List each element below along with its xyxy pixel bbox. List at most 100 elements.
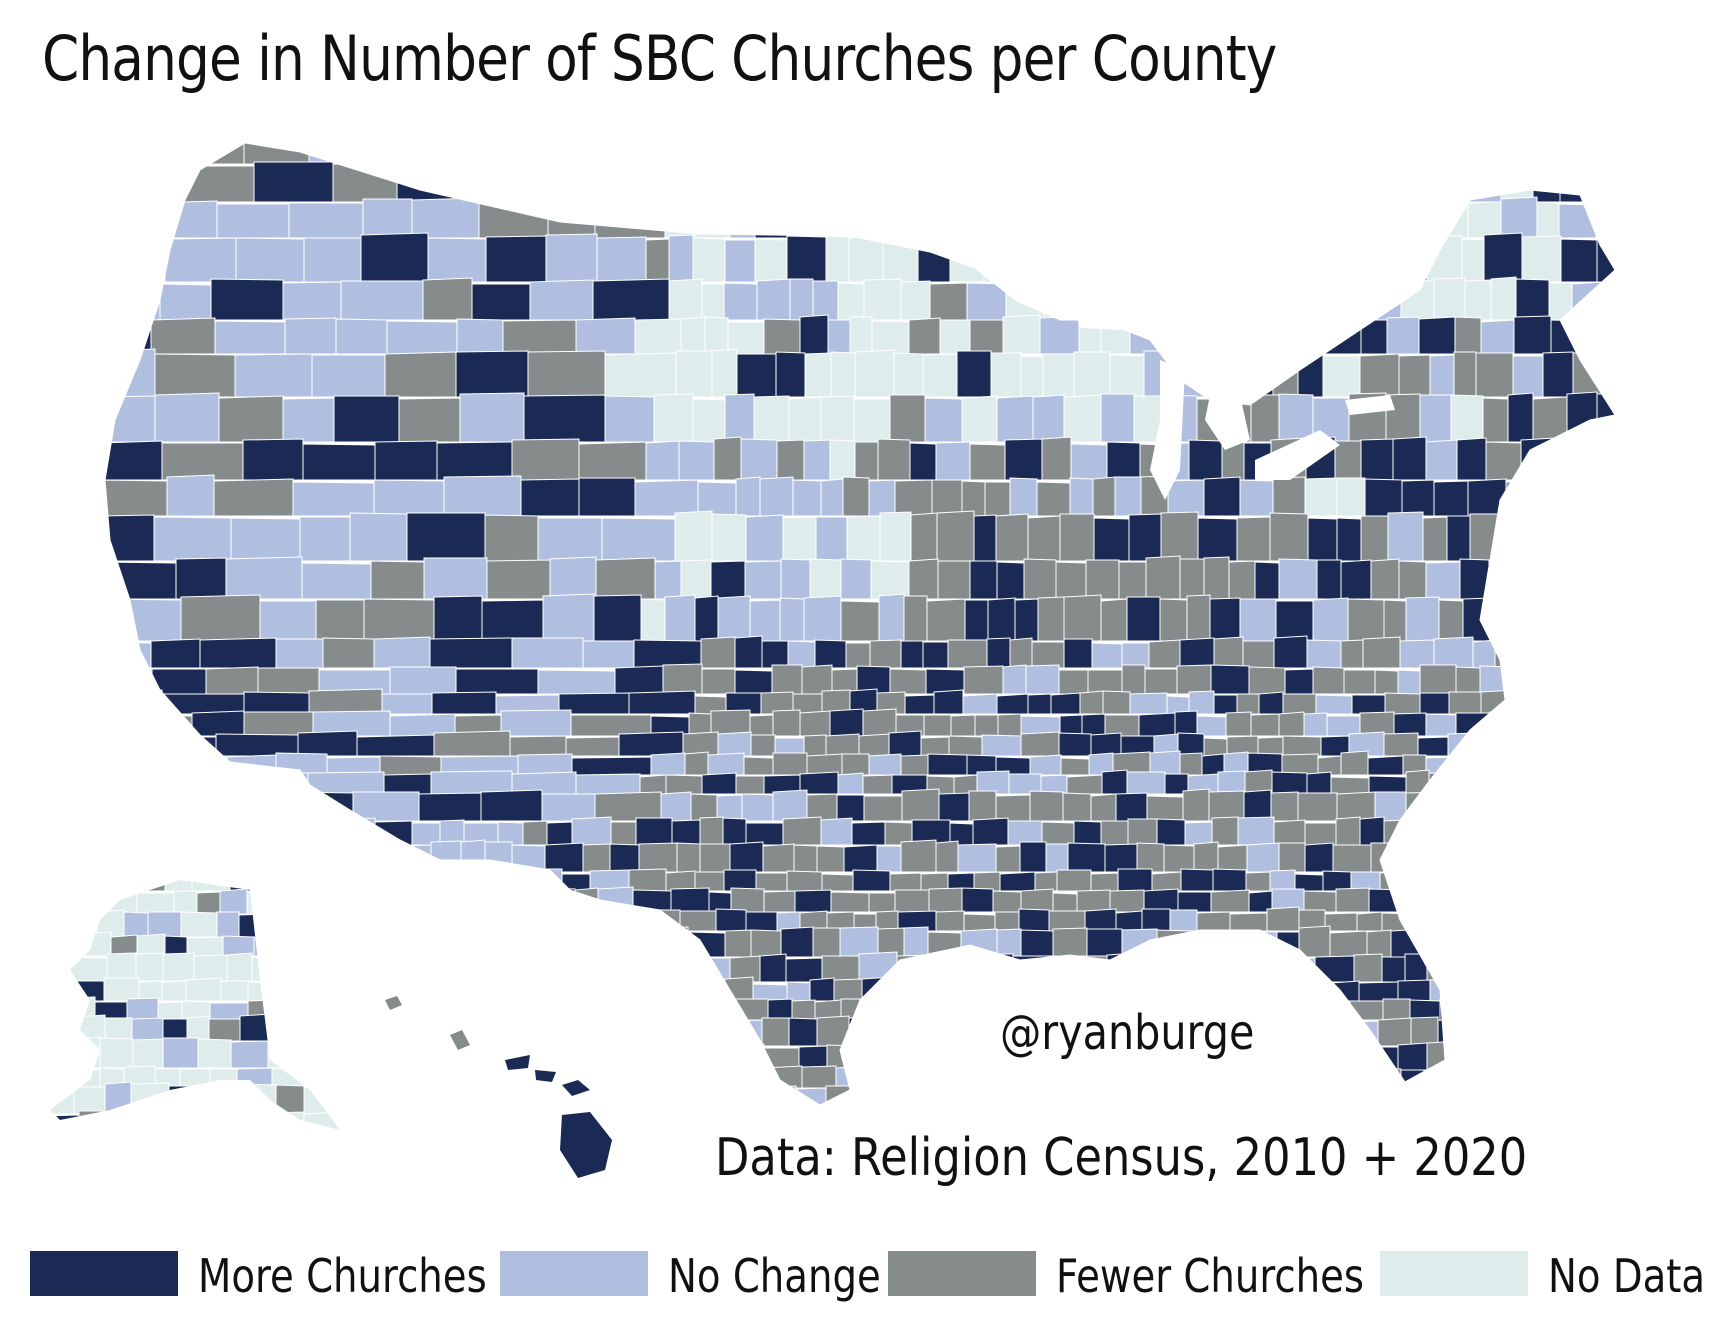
us-county — [1278, 558, 1318, 600]
us-county — [893, 352, 924, 398]
us-county — [1188, 439, 1223, 481]
us-county — [1532, 164, 1561, 203]
us-county — [761, 640, 789, 669]
us-county — [1008, 159, 1049, 203]
us-county — [1603, 870, 1615, 892]
us-county — [673, 1042, 712, 1071]
us-county — [419, 1016, 453, 1047]
us-county — [1040, 1082, 1078, 1105]
us-county — [1062, 792, 1092, 822]
us-county — [1206, 143, 1230, 165]
us-county — [541, 793, 596, 822]
us-county — [947, 639, 988, 669]
us-county — [708, 164, 748, 203]
us-county — [574, 887, 599, 913]
us-county — [1497, 870, 1525, 892]
us-county — [910, 512, 938, 562]
us-county — [546, 821, 573, 846]
us-county — [853, 398, 891, 443]
us-county — [804, 352, 832, 398]
us-county — [540, 913, 581, 932]
us-county — [668, 234, 694, 283]
us-county — [1612, 773, 1615, 795]
us-county — [933, 201, 965, 239]
us-county — [1503, 511, 1528, 562]
us-county — [473, 958, 507, 983]
us-county — [876, 845, 902, 873]
us-county — [154, 353, 236, 398]
us-county — [835, 1065, 872, 1089]
us-county — [982, 163, 1010, 203]
us-county — [105, 711, 147, 737]
alaska-county — [132, 1038, 164, 1069]
us-county — [1390, 928, 1427, 958]
us-county — [743, 756, 774, 776]
us-county — [1273, 635, 1308, 669]
us-county — [1033, 200, 1069, 239]
us-county — [471, 283, 531, 321]
us-county — [362, 143, 411, 165]
us-county — [1398, 560, 1427, 600]
alaska-county — [216, 1087, 241, 1115]
us-county — [1455, 666, 1481, 695]
us-county — [650, 752, 686, 776]
us-county — [668, 278, 703, 321]
us-county — [697, 957, 731, 983]
us-county — [803, 160, 828, 203]
us-county — [1479, 928, 1503, 958]
us-county — [105, 561, 177, 600]
us-county — [575, 773, 641, 795]
us-county — [342, 930, 377, 958]
us-county — [814, 639, 847, 669]
us-county — [1438, 887, 1479, 913]
us-county — [105, 160, 173, 203]
us-county — [1208, 790, 1245, 822]
us-county — [833, 978, 863, 1002]
us-county — [1334, 1088, 1369, 1105]
us-county — [1272, 476, 1306, 517]
us-county — [331, 1021, 370, 1047]
us-county — [374, 820, 413, 846]
us-county — [1179, 637, 1215, 669]
us-county — [604, 395, 655, 443]
alaska-county — [321, 910, 340, 938]
us-county — [1509, 737, 1533, 757]
us-county — [478, 200, 549, 239]
us-county — [302, 443, 376, 481]
alaska-county — [267, 1041, 291, 1069]
us-county — [1329, 1016, 1353, 1047]
alaska-county — [271, 1066, 310, 1088]
alaska-county — [154, 1113, 184, 1130]
us-county — [1307, 517, 1338, 562]
us-county — [1460, 1083, 1491, 1105]
alaska-county — [76, 1036, 101, 1069]
us-county — [1300, 199, 1329, 239]
us-county — [375, 929, 413, 958]
us-county — [1532, 396, 1568, 443]
us-county — [734, 998, 769, 1021]
us-county — [511, 438, 580, 481]
us-county — [1393, 712, 1427, 737]
us-county — [489, 1084, 519, 1105]
us-county — [1557, 1015, 1585, 1047]
us-county — [1366, 929, 1392, 958]
us-county — [1599, 957, 1615, 983]
us-county — [983, 234, 1018, 283]
us-county — [1444, 792, 1482, 822]
us-county — [1573, 955, 1601, 983]
us-county — [862, 708, 897, 737]
us-county — [1340, 559, 1372, 600]
alaska-county — [123, 911, 149, 938]
us-county — [1179, 752, 1203, 776]
us-county — [1086, 978, 1119, 1002]
us-county — [1568, 475, 1603, 517]
alaska-county — [269, 1020, 306, 1042]
legend-label-fewer: Fewer Churches — [1056, 1249, 1365, 1303]
us-county — [486, 892, 522, 913]
us-county — [724, 929, 752, 958]
us-county — [1398, 354, 1431, 398]
us-county — [1255, 1084, 1280, 1105]
us-county — [634, 479, 699, 517]
us-county — [856, 1047, 883, 1071]
us-county — [653, 926, 689, 958]
